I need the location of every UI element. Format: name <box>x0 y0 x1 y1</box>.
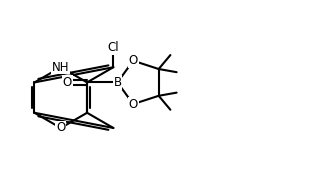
Text: B: B <box>113 76 122 89</box>
Text: NH: NH <box>52 61 70 74</box>
Text: O: O <box>56 122 65 134</box>
Text: Cl: Cl <box>108 41 119 54</box>
Text: O: O <box>63 76 72 89</box>
Text: O: O <box>129 98 138 111</box>
Text: O: O <box>129 54 138 67</box>
